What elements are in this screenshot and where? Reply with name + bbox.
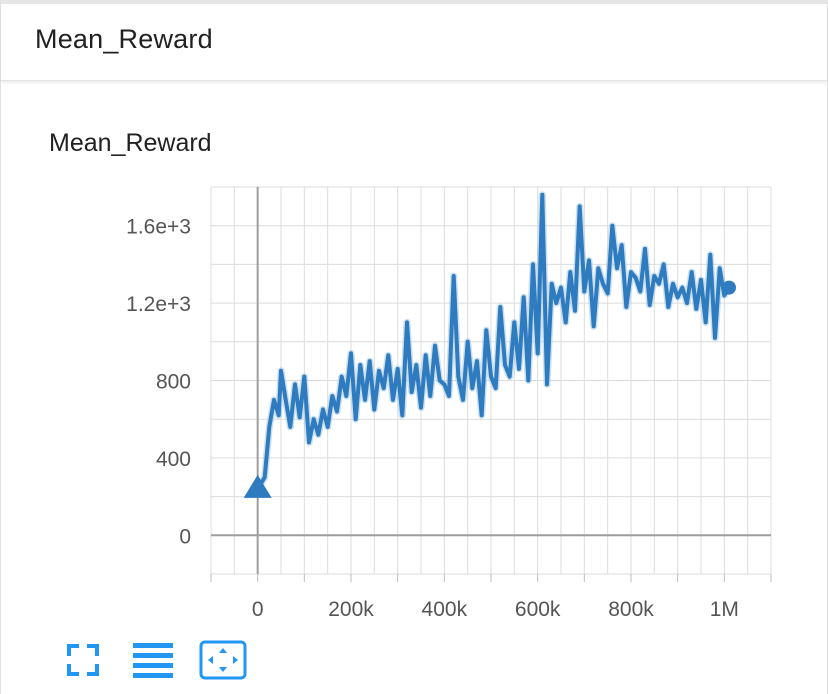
x-tick-label: 600k: [515, 598, 561, 621]
line-chart[interactable]: 0 200k 400k 600k 800k 1M 0 400 800 1.2e+3 1.6e+3: [1, 4, 827, 634]
x-tick-label: 200k: [328, 598, 374, 621]
chart-title: Mean_Reward: [49, 129, 212, 157]
x-tick-label: 800k: [608, 598, 654, 621]
y-tick-label: 0: [179, 525, 191, 548]
x-tick-label: 400k: [422, 598, 468, 621]
series-line: [255, 192, 731, 490]
toggle-log-scale-button[interactable]: [133, 640, 173, 680]
expand-chart-button[interactable]: [63, 640, 103, 680]
fit-screen-icon: [199, 640, 247, 680]
fit-domain-button[interactable]: [199, 640, 247, 680]
x-tick-label: 1M: [710, 598, 739, 621]
list-lines-icon: [133, 643, 173, 678]
y-tick-label: 1.6e+3: [126, 216, 191, 239]
y-tick-label: 1.2e+3: [126, 293, 191, 316]
group-header[interactable]: Mean_Reward: [1, 4, 827, 81]
x-tick-label: 0: [252, 598, 264, 621]
fullscreen-icon: [67, 644, 99, 676]
y-tick-label: 800: [156, 371, 191, 394]
series-start-marker: [243, 474, 272, 498]
group-title: Mean_Reward: [35, 24, 213, 54]
series-end-marker: [722, 280, 736, 295]
y-tick-label: 400: [156, 448, 191, 471]
